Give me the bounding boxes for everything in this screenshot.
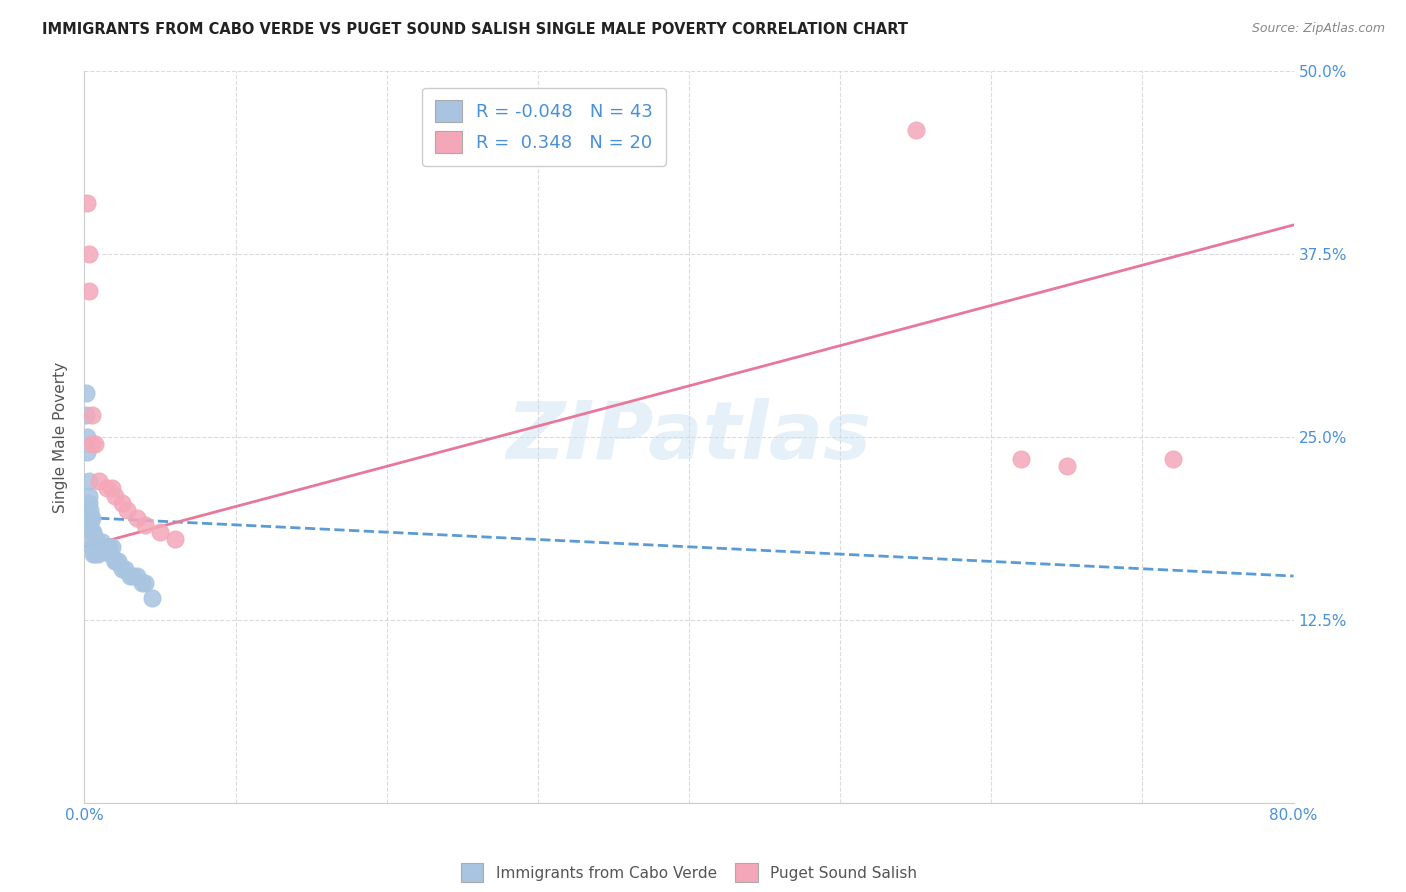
Point — [82, 547, 104, 561]
Point — [80, 408, 103, 422]
Point — [82, 533, 104, 547]
Point — [77, 510, 100, 524]
Point — [134, 517, 156, 532]
Point — [86, 540, 108, 554]
Point — [115, 503, 138, 517]
Point — [111, 496, 134, 510]
Point — [104, 554, 127, 568]
Point — [104, 489, 127, 503]
Point — [134, 576, 156, 591]
Point — [77, 496, 100, 510]
Point — [127, 569, 149, 583]
Text: IMMIGRANTS FROM CABO VERDE VS PUGET SOUND SALISH SINGLE MALE POVERTY CORRELATION: IMMIGRANTS FROM CABO VERDE VS PUGET SOUN… — [42, 22, 908, 37]
Point — [77, 247, 100, 261]
Point — [100, 540, 122, 554]
Legend: Immigrants from Cabo Verde, Puget Sound Salish: Immigrants from Cabo Verde, Puget Sound … — [451, 855, 927, 891]
Point — [1011, 452, 1033, 467]
Point — [80, 540, 103, 554]
Point — [77, 284, 100, 298]
Point — [75, 386, 97, 401]
Point — [1056, 459, 1078, 474]
Point — [96, 540, 118, 554]
Text: Source: ZipAtlas.com: Source: ZipAtlas.com — [1251, 22, 1385, 36]
Point — [75, 408, 97, 422]
Point — [89, 474, 111, 488]
Point — [79, 503, 101, 517]
Point — [91, 540, 114, 554]
Point — [94, 540, 117, 554]
Point — [104, 554, 127, 568]
Point — [84, 540, 107, 554]
Point — [89, 540, 111, 554]
Point — [121, 569, 143, 583]
Y-axis label: Single Male Poverty: Single Male Poverty — [53, 361, 69, 513]
Point — [77, 489, 100, 503]
Point — [127, 510, 149, 524]
Point — [96, 481, 118, 495]
Point — [98, 547, 121, 561]
Point — [107, 554, 129, 568]
Point — [141, 591, 163, 605]
Point — [118, 569, 141, 583]
Point — [86, 533, 108, 547]
Point — [100, 481, 122, 495]
Point — [87, 540, 110, 554]
Point — [904, 123, 927, 137]
Point — [80, 510, 103, 524]
Point — [79, 517, 101, 532]
Point — [87, 547, 110, 561]
Point — [82, 525, 104, 540]
Point — [97, 540, 120, 554]
Point — [80, 525, 103, 540]
Point — [84, 437, 107, 451]
Point — [76, 196, 98, 211]
Point — [131, 576, 153, 591]
Point — [80, 437, 103, 451]
Text: ZIPatlas: ZIPatlas — [506, 398, 872, 476]
Point — [89, 540, 111, 554]
Point — [76, 444, 98, 458]
Point — [91, 535, 114, 549]
Point — [79, 510, 101, 524]
Point — [114, 562, 136, 576]
Point — [84, 547, 107, 561]
Point — [77, 474, 100, 488]
Point — [165, 533, 187, 547]
Point — [1161, 452, 1184, 467]
Point — [149, 525, 172, 540]
Point — [111, 562, 134, 576]
Point — [76, 430, 98, 444]
